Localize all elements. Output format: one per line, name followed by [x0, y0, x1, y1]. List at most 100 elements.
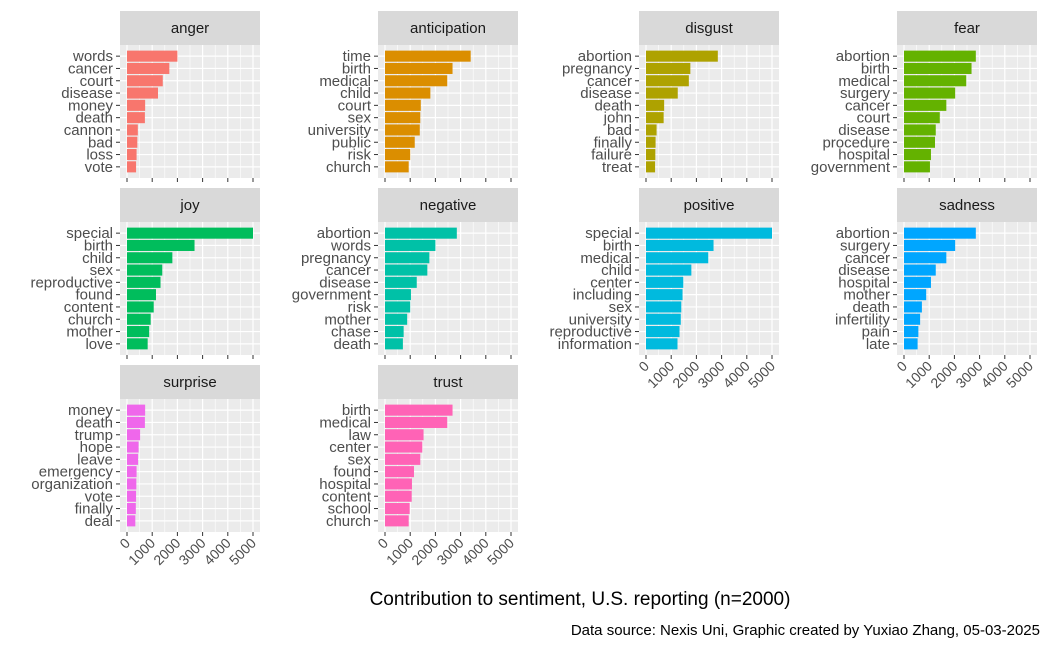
- y-tick-label: special: [585, 225, 632, 242]
- x-tick-label: 4000: [201, 535, 234, 568]
- bar-anticipation-time: [385, 50, 471, 62]
- bar-surprise-emergency: [127, 466, 137, 478]
- facet-strip-label: surprise: [163, 374, 216, 391]
- facet-strip: [120, 188, 260, 222]
- y-tick-label: church: [326, 513, 371, 530]
- bar-fear-cancer: [904, 99, 947, 111]
- bar-anticipation-child: [385, 87, 431, 99]
- bar-fear-abortion: [904, 50, 976, 62]
- bar-positive-center: [646, 276, 684, 288]
- bar-positive-sex: [646, 301, 682, 313]
- bar-trust-hospital: [385, 478, 412, 490]
- x-tick-label: 4000: [459, 535, 492, 568]
- facet-panel-sadness: sadness abortionsurgerycancerdiseasehospi…: [835, 188, 1037, 391]
- bar-anticipation-birth: [385, 62, 453, 74]
- y-tick-label: cancer: [68, 60, 113, 77]
- x-tick-label: 4000: [720, 358, 753, 391]
- bar-anticipation-risk: [385, 149, 411, 161]
- facet-strip-label: joy: [179, 197, 200, 214]
- y-tick-label: content: [322, 488, 372, 505]
- bar-joy-special: [127, 227, 253, 239]
- y-tick-label: death: [333, 336, 371, 353]
- y-tick-label: vote: [85, 488, 113, 505]
- bar-trust-center: [385, 441, 423, 453]
- bar-negative-mother: [385, 313, 408, 325]
- y-tick-label: leave: [77, 451, 113, 468]
- y-tick-label: court: [338, 97, 372, 114]
- y-tick-label: procedure: [822, 134, 890, 151]
- bar-sadness-death: [904, 301, 922, 313]
- bar-negative-chase: [385, 326, 404, 338]
- bar-fear-disease: [904, 124, 936, 136]
- facet-panel-fear: fear abortionbirthmedicalsurgerycancercou…: [811, 11, 1037, 182]
- y-tick-label: public: [332, 134, 372, 151]
- bar-anticipation-medical: [385, 75, 448, 87]
- y-tick-label: death: [75, 110, 113, 127]
- y-tick-label: vote: [85, 159, 113, 176]
- y-tick-label: mother: [324, 311, 371, 328]
- x-tick-label: 0: [893, 358, 910, 375]
- y-tick-label: school: [328, 501, 371, 518]
- facet-panel-negative: negative abortionwordspregnancycancerdise…: [292, 188, 518, 359]
- facet-strip: [378, 365, 518, 399]
- y-tick-label: cannon: [64, 122, 113, 139]
- bar-sadness-cancer: [904, 252, 947, 264]
- y-tick-label: birth: [84, 237, 113, 254]
- facet-strip-label: sadness: [939, 197, 995, 214]
- y-tick-label: medical: [838, 73, 890, 90]
- bar-anger-bad: [127, 136, 138, 148]
- bar-trust-sex: [385, 453, 421, 465]
- bar-trust-law: [385, 429, 424, 441]
- x-tick-label: 5000: [1003, 358, 1036, 391]
- y-tick-label: pregnancy: [301, 250, 372, 267]
- facet-strip-label: anticipation: [410, 20, 486, 37]
- facet-panel-joy: joy specialbirthchildsexreproductivefound…: [30, 188, 260, 359]
- x-tick-label: 5000: [745, 358, 778, 391]
- y-tick-label: disease: [580, 85, 632, 102]
- y-tick-label: finally: [594, 134, 633, 151]
- y-tick-label: risk: [348, 147, 372, 164]
- x-tick-label: 5000: [226, 535, 259, 568]
- bar-positive-information: [646, 338, 678, 350]
- y-tick-label: trump: [75, 427, 113, 444]
- y-tick-label: emergency: [39, 464, 114, 481]
- bar-trust-school: [385, 503, 410, 515]
- x-tick-label: 2000: [408, 535, 441, 568]
- y-tick-label: sex: [90, 262, 114, 279]
- bar-anger-money: [127, 99, 146, 111]
- bar-fear-court: [904, 112, 940, 124]
- y-tick-label: special: [66, 225, 113, 242]
- y-tick-label: court: [80, 73, 114, 90]
- y-tick-label: death: [852, 299, 890, 316]
- y-tick-label: bad: [88, 134, 113, 151]
- y-tick-label: treat: [602, 159, 633, 176]
- x-tick-label: 4000: [978, 358, 1011, 391]
- x-tick-label: 1000: [902, 358, 935, 391]
- bar-joy-reproductive: [127, 276, 161, 288]
- facet-strip-label: trust: [433, 374, 463, 391]
- y-tick-label: organization: [31, 476, 113, 493]
- bar-sadness-disease: [904, 264, 936, 276]
- facet-strip: [120, 11, 260, 45]
- bar-joy-mother: [127, 326, 150, 338]
- y-tick-label: government: [811, 159, 891, 176]
- bar-sadness-surgery: [904, 239, 956, 251]
- bar-anger-loss: [127, 149, 137, 161]
- x-tick-label: 0: [635, 358, 652, 375]
- y-tick-label: birth: [342, 402, 371, 419]
- facet-strip: [378, 188, 518, 222]
- bar-surprise-organization: [127, 478, 137, 490]
- facet-strip: [897, 188, 1037, 222]
- bar-anger-death: [127, 112, 145, 124]
- bar-surprise-finally: [127, 503, 136, 515]
- facet-panel-trust: trust birthmedicallawcentersexfoundhospit…: [319, 365, 518, 568]
- bar-sadness-hospital: [904, 276, 931, 288]
- bar-disgust-finally: [646, 136, 656, 148]
- bar-trust-church: [385, 515, 409, 527]
- facet-strip: [639, 11, 779, 45]
- bar-positive-child: [646, 264, 692, 276]
- bar-joy-love: [127, 338, 148, 350]
- facet-strip-label: fear: [954, 20, 980, 37]
- x-tick-label: 2000: [927, 358, 960, 391]
- facet-panel-anticipation: anticipation timebirthmedicalchildcourtse…: [308, 11, 518, 182]
